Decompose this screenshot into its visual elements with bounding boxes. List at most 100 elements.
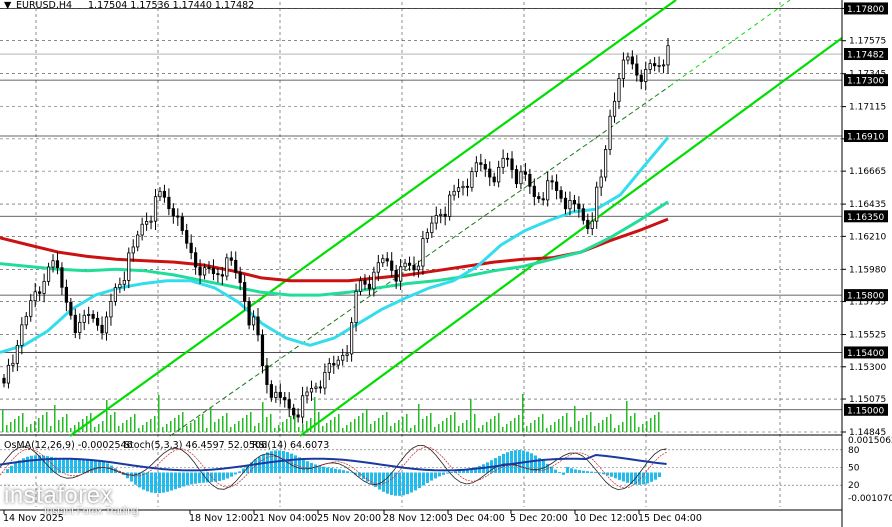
- osma-bar: [222, 472, 225, 480]
- osma-bar: [550, 466, 553, 473]
- candle-body: [572, 199, 577, 205]
- level-tag: [844, 210, 888, 223]
- volume-bar: [370, 424, 372, 432]
- osma-bar: [326, 467, 329, 473]
- candle-body: [211, 267, 216, 275]
- candle-body: [354, 290, 358, 324]
- volume-bar: [602, 420, 604, 432]
- candle-body: [617, 78, 621, 102]
- volume-bar: [122, 423, 124, 432]
- osma-bar: [70, 459, 73, 473]
- candle-body: [91, 314, 95, 319]
- candle-body: [488, 168, 492, 178]
- candle-body: [394, 269, 398, 282]
- volume-bar: [490, 419, 492, 432]
- candle-body: [501, 157, 505, 168]
- price-tick-label: 1.16665: [849, 167, 886, 177]
- time-tick-label: 15 Dec 04:00: [638, 513, 702, 524]
- candle-body: [118, 283, 122, 289]
- price-tick-label: 1.15980: [849, 265, 886, 275]
- osma-bar: [238, 471, 241, 473]
- osma-bar: [282, 451, 285, 473]
- osma-bar: [186, 472, 189, 486]
- candle-body: [505, 157, 510, 160]
- volume-bar: [542, 414, 544, 432]
- volume-bar: [106, 400, 108, 432]
- volume-bar: [334, 417, 336, 432]
- candle-body: [372, 271, 376, 290]
- volume-bar: [646, 421, 648, 432]
- volume-bar: [574, 406, 576, 432]
- rsi-header: RSI(14) 64.6073: [252, 440, 329, 451]
- candle-body: [407, 262, 412, 266]
- price-tick-label: 1.15755: [849, 298, 886, 308]
- osma-bar: [358, 472, 361, 477]
- candle-body: [349, 322, 354, 355]
- volume-bar: [142, 425, 144, 432]
- volume-bar: [386, 412, 388, 432]
- candle-body: [376, 262, 380, 273]
- osma-bar: [402, 472, 405, 496]
- candle-body: [109, 301, 113, 318]
- osma-bar: [530, 453, 533, 473]
- candle-body: [167, 196, 171, 210]
- candle-body: [563, 197, 568, 210]
- ema-fast-line: [0, 136, 670, 354]
- candle-body: [243, 282, 247, 302]
- volume-bar: [158, 395, 160, 432]
- candle-body: [514, 169, 519, 185]
- volume-bar: [134, 414, 136, 432]
- candle-body: [104, 316, 109, 334]
- osma-bar: [2, 472, 5, 473]
- osma-bar: [466, 469, 469, 473]
- osma-min-label: -0.0010707: [848, 494, 892, 504]
- candle-body: [122, 280, 126, 285]
- volume-bar: [214, 422, 216, 432]
- osma-bar: [86, 458, 89, 473]
- candle-body: [653, 63, 657, 67]
- osma-bar: [298, 457, 301, 473]
- osma-bar: [638, 472, 641, 485]
- osma-bar: [130, 472, 133, 482]
- osma-bar: [630, 472, 633, 484]
- candle-body: [171, 208, 175, 217]
- osma-bar: [394, 472, 397, 496]
- candle-body: [207, 267, 211, 270]
- candle-body: [127, 252, 131, 281]
- osma-bar: [510, 450, 513, 473]
- volume-bar: [210, 407, 212, 432]
- osma-bar: [54, 457, 57, 473]
- osma-bar: [426, 472, 429, 484]
- candle-body: [300, 395, 305, 418]
- indicator-pane: 80 50 20 0.0015062 -0.0010707: [0, 436, 892, 504]
- osma-bar: [294, 455, 297, 473]
- osma-bar: [6, 469, 9, 473]
- candle-body: [318, 386, 323, 389]
- candle-body: [305, 391, 309, 397]
- osma-bar: [390, 472, 393, 495]
- volume-bar: [342, 428, 344, 432]
- stoch-signal-line: [0, 446, 667, 489]
- volume-bar: [470, 399, 472, 432]
- level-tag-label: 1.17800: [847, 5, 884, 15]
- candle-body: [612, 100, 617, 117]
- level-tag-label: 1.15400: [847, 349, 884, 359]
- volume-bar: [358, 416, 360, 432]
- volume-bar: [22, 413, 24, 432]
- candle-body: [363, 280, 367, 285]
- osma-bar: [206, 472, 209, 483]
- candle-body: [176, 215, 180, 218]
- candle-body: [2, 377, 6, 384]
- osma-bar: [434, 472, 437, 479]
- level-tag-label: 1.17300: [847, 77, 884, 87]
- osma-bar: [382, 472, 385, 492]
- osma-bar: [554, 469, 557, 473]
- candle-body: [314, 386, 318, 389]
- candle-body: [82, 314, 86, 323]
- osma-bar: [258, 456, 261, 473]
- candle-body: [626, 56, 630, 61]
- volume-bar: [514, 418, 516, 432]
- osma-bar: [458, 470, 461, 473]
- candle-body: [559, 190, 563, 199]
- price-tick-label: 1.15525: [849, 331, 886, 341]
